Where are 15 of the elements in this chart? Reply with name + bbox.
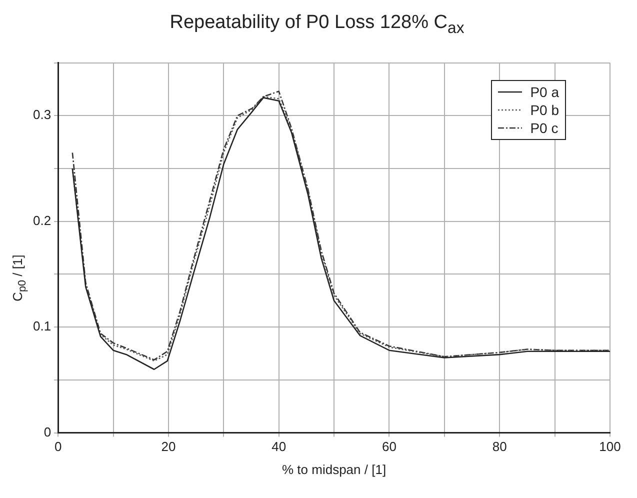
y-tick-label: 0.2	[32, 212, 52, 228]
x-tick-label: 40	[272, 439, 286, 454]
x-tick-label: 0	[54, 439, 62, 454]
x-tick-label: 100	[599, 439, 621, 454]
x-axis-title: % to midspan / [1]	[282, 462, 386, 477]
legend-label: P0 a	[530, 83, 559, 101]
x-tick-label: 60	[382, 439, 396, 454]
chart-title: Repeatability of P0 Loss 128% C$_{ax}$	[168, 12, 466, 38]
y-tick-label: 0.3	[32, 107, 52, 122]
legend-label: P0 c	[530, 119, 558, 137]
y-tick-label: 0	[44, 424, 52, 440]
legend-label: P0 b	[530, 101, 559, 119]
x-tick-label: 20	[161, 439, 176, 454]
x-tick-label: 80	[492, 439, 507, 454]
y-tick-label: 0.1	[32, 318, 52, 334]
